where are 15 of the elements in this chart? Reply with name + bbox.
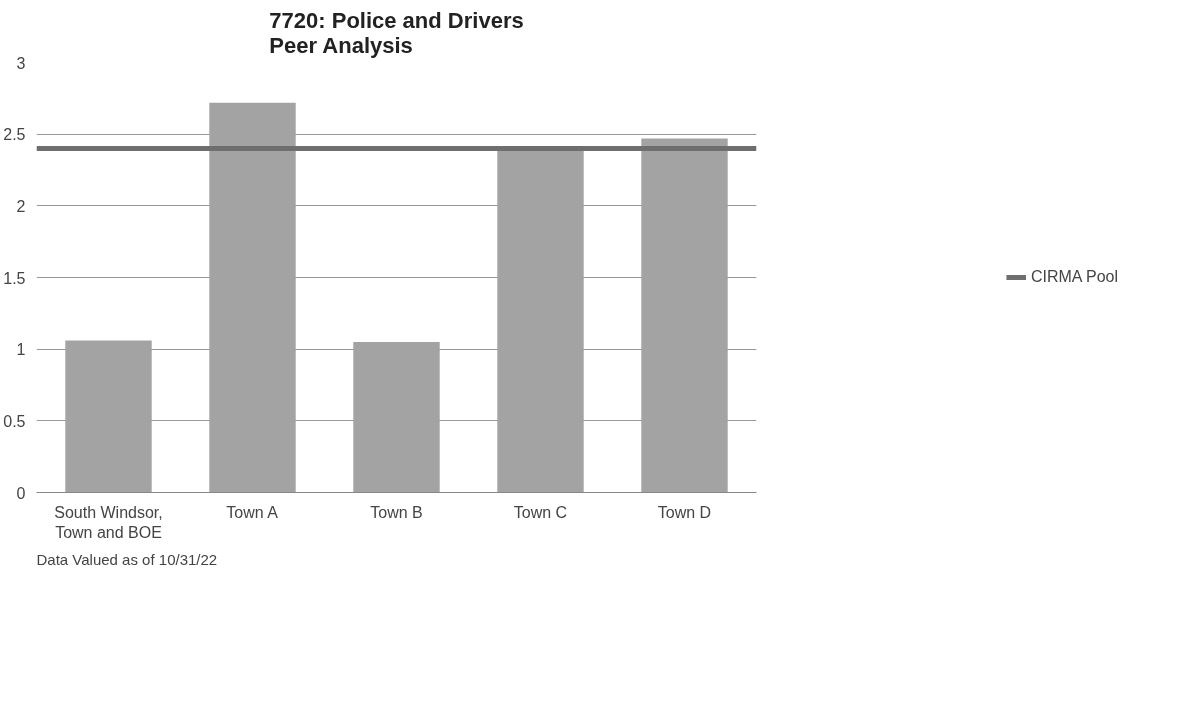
y-tick-label: 1 — [16, 341, 26, 359]
y-tick-label: 0 — [16, 484, 26, 502]
y-tick-label: 2 — [16, 197, 26, 215]
x-tick-label: Town D — [657, 503, 712, 521]
x-tick-label: Town C — [513, 503, 568, 521]
x-tick-label: Town A — [226, 503, 279, 521]
y-tick-label: 3 — [16, 54, 26, 72]
chart-title: 7720: Police and Drivers Peer Analysis — [269, 7, 524, 58]
y-tick-label: 2.5 — [3, 126, 26, 144]
x-tick-label: Town B — [370, 503, 423, 521]
text: Data Valued as of 10/31/22 — [36, 550, 218, 568]
y-tick-label: 1.5 — [3, 269, 26, 287]
y-tick-label: 0.5 — [3, 412, 26, 430]
legend-label: CIRMA Pool — [1030, 268, 1119, 286]
x-tick-label: South Windsor, Town and BOE — [54, 503, 163, 541]
